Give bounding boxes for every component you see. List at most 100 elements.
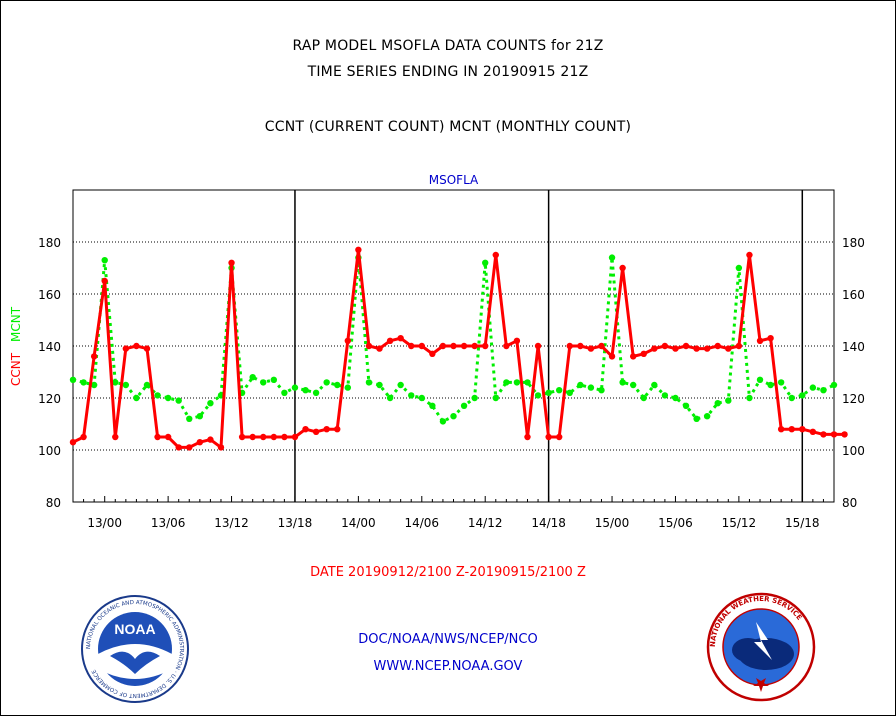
chart-title-line-2: TIME SERIES ENDING IN 20190915 21Z xyxy=(307,64,589,80)
data-point-ccnt xyxy=(693,345,700,352)
org-label: DOC/NOAA/NWS/NCEP/NCO xyxy=(358,632,538,647)
plot-title: MSOFLA xyxy=(429,173,479,187)
data-point-mcnt xyxy=(175,397,182,404)
data-point-ccnt xyxy=(619,264,626,272)
data-point-mcnt xyxy=(429,402,436,409)
y-axis-label-ccnt: CCNT xyxy=(9,352,23,386)
x-tick-label: 15/00 xyxy=(595,516,630,530)
data-point-ccnt xyxy=(186,444,193,451)
data-point-mcnt xyxy=(408,392,415,399)
data-point-mcnt xyxy=(90,381,98,389)
y-tick-label-right: 140 xyxy=(842,340,865,354)
data-point-ccnt xyxy=(154,433,161,441)
data-point-mcnt xyxy=(69,376,77,383)
data-point-ccnt xyxy=(228,259,235,266)
data-point-ccnt xyxy=(809,428,817,435)
data-point-ccnt xyxy=(629,353,637,360)
data-point-ccnt xyxy=(249,433,256,441)
data-point-ccnt xyxy=(376,345,383,352)
data-point-ccnt xyxy=(746,251,753,259)
data-point-mcnt xyxy=(439,418,447,425)
data-point-ccnt xyxy=(471,342,478,350)
data-point-ccnt xyxy=(682,342,690,350)
data-point-ccnt xyxy=(767,335,774,342)
data-point-mcnt xyxy=(196,413,204,420)
data-point-mcnt xyxy=(302,387,309,394)
chart-title-line-3: CCNT (CURRENT COUNT) MCNT (MONTHLY COUNT… xyxy=(264,119,632,135)
y-axis-label-mcnt: MCNT xyxy=(9,306,23,342)
data-point-mcnt xyxy=(661,392,669,399)
data-point-mcnt xyxy=(186,415,193,422)
data-point-ccnt xyxy=(651,345,658,352)
data-point-mcnt xyxy=(640,394,647,402)
data-point-mcnt xyxy=(101,257,108,264)
data-point-mcnt xyxy=(820,387,827,394)
data-point-ccnt xyxy=(260,433,267,441)
noaa-logo: NOAA NATIONAL OCEANIC AND ATMOSPHERIC AD… xyxy=(81,595,189,703)
data-point-ccnt xyxy=(439,342,447,350)
data-point-ccnt xyxy=(344,337,352,344)
data-point-ccnt xyxy=(365,342,373,350)
data-point-ccnt xyxy=(820,431,827,438)
x-tick-label: 14/18 xyxy=(531,516,566,530)
data-point-mcnt xyxy=(291,384,299,391)
data-point-mcnt xyxy=(471,394,478,402)
data-point-mcnt xyxy=(682,402,690,409)
data-point-mcnt xyxy=(80,379,87,386)
data-point-mcnt xyxy=(693,415,700,422)
data-point-mcnt xyxy=(281,389,288,396)
data-point-mcnt xyxy=(207,400,214,407)
data-point-mcnt xyxy=(312,389,320,396)
data-point-ccnt xyxy=(513,337,521,344)
x-tick-label: 13/00 xyxy=(87,516,122,530)
data-point-mcnt xyxy=(746,394,753,402)
data-point-mcnt xyxy=(598,387,605,394)
data-point-ccnt xyxy=(756,337,764,344)
y-tick-label-left: 140 xyxy=(38,340,61,354)
data-point-ccnt xyxy=(725,345,732,352)
data-point-ccnt xyxy=(175,444,182,451)
data-point-mcnt xyxy=(503,379,510,386)
chart-title-line-1: RAP MODEL MSOFLA DATA COUNTS for 21Z xyxy=(292,38,604,54)
data-point-ccnt xyxy=(112,433,119,441)
x-tick-label: 13/18 xyxy=(278,516,313,530)
x-tick-label: 13/06 xyxy=(151,516,186,530)
data-point-mcnt xyxy=(397,381,404,389)
data-point-ccnt xyxy=(312,428,320,435)
data-point-ccnt xyxy=(164,433,172,441)
data-point-mcnt xyxy=(619,379,626,386)
data-point-mcnt xyxy=(651,381,658,389)
website-link[interactable]: WWW.NCEP.NOAA.GOV xyxy=(373,659,523,674)
data-point-mcnt xyxy=(672,394,679,402)
data-point-mcnt xyxy=(545,389,552,396)
noaa-logo-text: NOAA xyxy=(114,621,155,637)
data-point-mcnt xyxy=(788,394,795,402)
x-tick-label: 15/18 xyxy=(785,516,820,530)
data-point-mcnt xyxy=(450,413,457,420)
data-point-ccnt xyxy=(122,345,130,352)
series-line-mcnt xyxy=(72,256,835,423)
data-point-ccnt xyxy=(608,353,616,360)
data-point-ccnt xyxy=(503,342,510,350)
data-point-ccnt xyxy=(133,342,140,350)
data-point-ccnt xyxy=(788,426,795,433)
data-point-ccnt xyxy=(408,342,415,350)
data-point-ccnt xyxy=(598,342,605,350)
data-point-ccnt xyxy=(418,342,425,350)
data-point-mcnt xyxy=(334,381,341,389)
data-point-ccnt xyxy=(291,433,299,441)
data-point-mcnt xyxy=(756,376,764,383)
data-point-ccnt xyxy=(207,436,214,443)
data-point-mcnt xyxy=(830,381,838,389)
data-point-ccnt xyxy=(143,345,151,352)
y-tick-label-right: 180 xyxy=(842,236,865,250)
data-point-ccnt xyxy=(397,335,404,342)
y-tick-label-left: 180 xyxy=(38,236,61,250)
data-point-mcnt xyxy=(555,387,563,394)
y-tick-label-left: 80 xyxy=(46,496,61,510)
x-tick-label: 14/06 xyxy=(404,516,439,530)
data-point-mcnt xyxy=(777,379,785,386)
data-point-ccnt xyxy=(101,277,108,285)
data-point-ccnt xyxy=(281,433,288,441)
data-point-ccnt xyxy=(555,433,563,441)
